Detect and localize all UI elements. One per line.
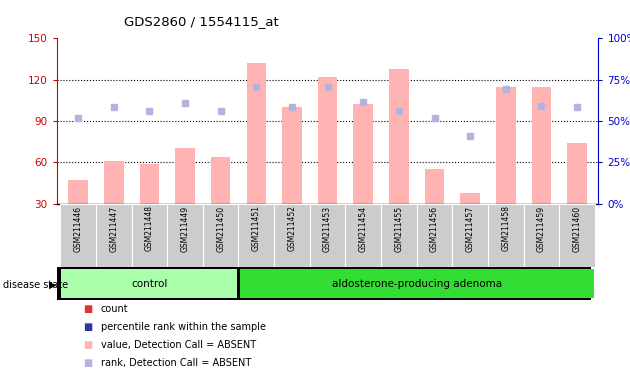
Text: GSM211454: GSM211454 [358, 205, 368, 252]
Bar [132, 204, 167, 267]
Text: ■: ■ [84, 304, 93, 314]
Text: GSM211456: GSM211456 [430, 205, 439, 252]
Bar [416, 204, 452, 267]
Bar [318, 77, 338, 204]
Text: count: count [101, 304, 129, 314]
Text: GSM211457: GSM211457 [466, 205, 474, 252]
Text: GSM211450: GSM211450 [216, 205, 225, 252]
Bar [60, 204, 96, 267]
Bar [488, 204, 524, 267]
Bar [61, 269, 238, 298]
Bar [496, 86, 515, 204]
Text: percentile rank within the sample: percentile rank within the sample [101, 322, 266, 332]
Bar [389, 69, 409, 204]
Text: GSM211451: GSM211451 [252, 205, 261, 252]
Text: ■: ■ [84, 340, 93, 350]
Text: control: control [131, 278, 168, 289]
Text: GDS2860 / 1554115_at: GDS2860 / 1554115_at [124, 15, 279, 28]
Text: GSM211455: GSM211455 [394, 205, 403, 252]
Bar [203, 204, 239, 267]
Text: ■: ■ [84, 322, 93, 332]
Bar [96, 204, 132, 267]
Bar [104, 161, 123, 204]
Text: GSM211458: GSM211458 [501, 205, 510, 252]
Text: ▶: ▶ [49, 280, 56, 290]
Bar [345, 204, 381, 267]
Bar [425, 169, 444, 204]
Text: GSM211452: GSM211452 [287, 205, 297, 252]
Bar [246, 63, 266, 204]
Bar [310, 204, 345, 267]
Text: GSM211446: GSM211446 [74, 205, 83, 252]
Text: GSM211449: GSM211449 [181, 205, 190, 252]
Text: GSM211460: GSM211460 [573, 205, 581, 252]
Text: GSM211447: GSM211447 [109, 205, 118, 252]
Bar [381, 204, 416, 267]
Bar [274, 204, 310, 267]
Text: GSM211453: GSM211453 [323, 205, 332, 252]
Text: GSM211459: GSM211459 [537, 205, 546, 252]
Bar [68, 180, 88, 204]
Bar [175, 149, 195, 204]
Bar [282, 107, 302, 204]
Bar [140, 164, 159, 204]
Bar [167, 204, 203, 267]
Bar [452, 204, 488, 267]
Text: ■: ■ [84, 358, 93, 368]
Text: GSM211448: GSM211448 [145, 205, 154, 252]
Bar [559, 204, 595, 267]
Text: rank, Detection Call = ABSENT: rank, Detection Call = ABSENT [101, 358, 251, 368]
Text: aldosterone-producing adenoma: aldosterone-producing adenoma [331, 278, 501, 289]
Bar [211, 157, 231, 204]
Bar [461, 192, 480, 204]
Text: disease state: disease state [3, 280, 68, 290]
Bar [239, 204, 274, 267]
Bar [524, 204, 559, 267]
Bar [353, 104, 373, 204]
Bar [567, 143, 587, 204]
Text: value, Detection Call = ABSENT: value, Detection Call = ABSENT [101, 340, 256, 350]
Bar [239, 269, 594, 298]
Bar [532, 86, 551, 204]
